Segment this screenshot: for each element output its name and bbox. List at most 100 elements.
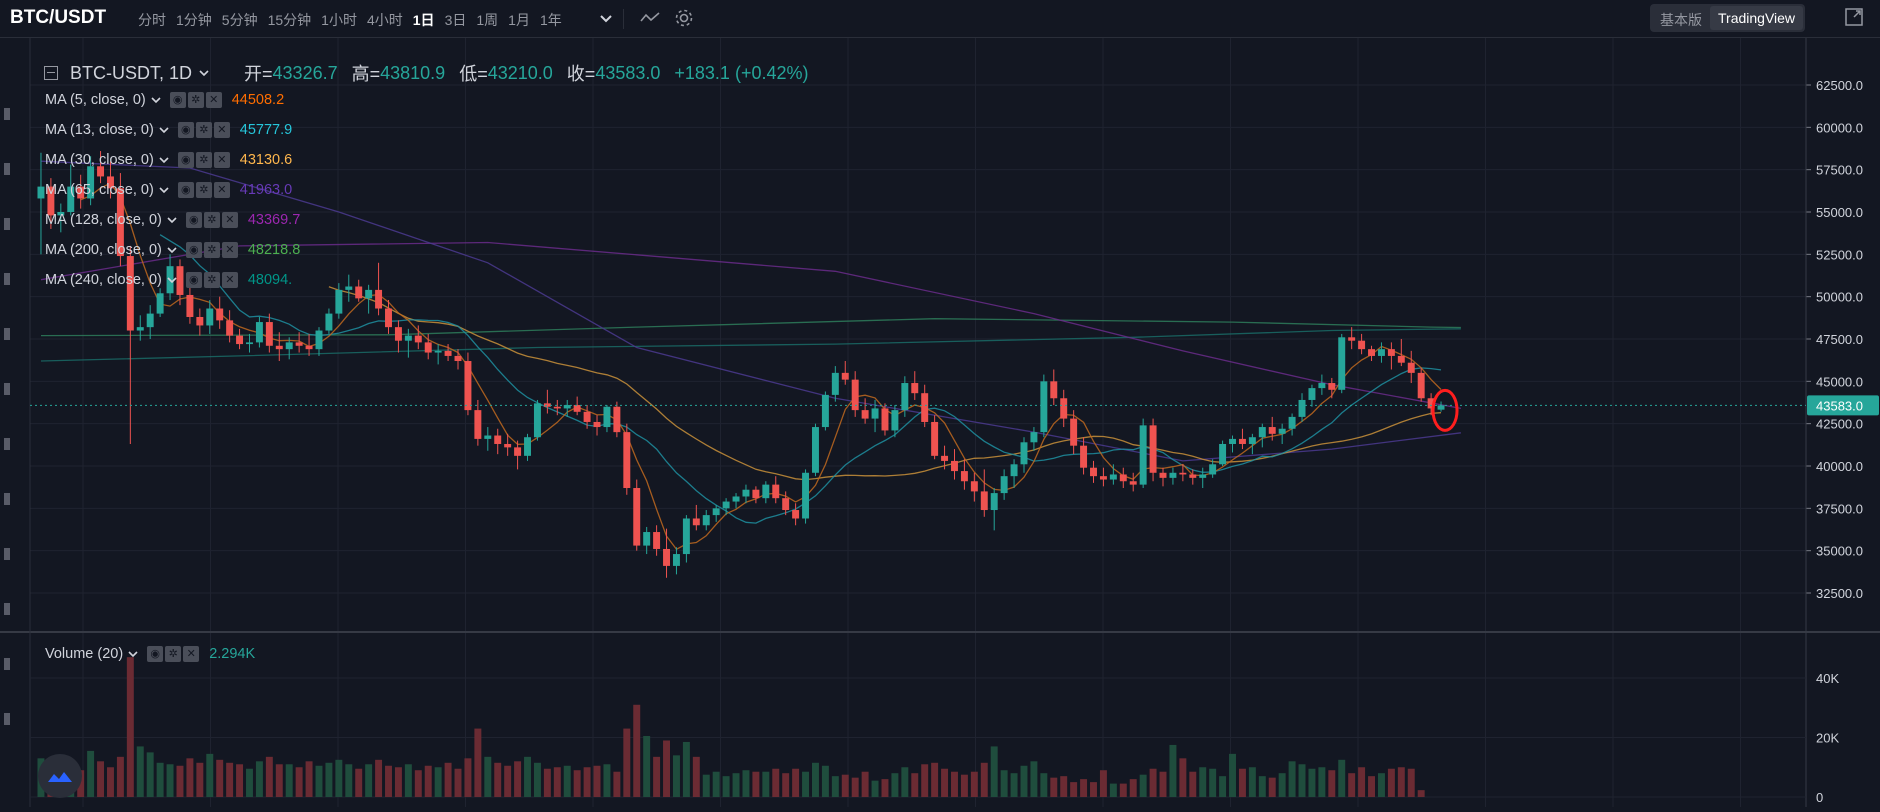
volume-bar[interactable] bbox=[1189, 771, 1197, 797]
volume-bar[interactable] bbox=[275, 764, 283, 797]
volume-bar[interactable] bbox=[1377, 773, 1385, 797]
candle[interactable] bbox=[1368, 349, 1376, 356]
candle[interactable] bbox=[494, 435, 502, 444]
volume-bar[interactable] bbox=[1308, 768, 1316, 797]
candle[interactable] bbox=[57, 212, 65, 216]
interval-option[interactable]: 1小时 bbox=[321, 12, 357, 28]
candle[interactable] bbox=[1119, 474, 1127, 482]
volume-bar[interactable] bbox=[1209, 768, 1217, 797]
candle[interactable] bbox=[1288, 416, 1296, 429]
interval-option[interactable]: 1分钟 bbox=[176, 12, 212, 28]
candle[interactable] bbox=[553, 406, 561, 409]
candle[interactable] bbox=[1010, 464, 1018, 477]
volume-bar[interactable] bbox=[385, 765, 392, 797]
volume-legend-name[interactable]: Volume (20) bbox=[45, 646, 124, 662]
volume-bar[interactable] bbox=[335, 759, 343, 797]
line-chart-icon[interactable] bbox=[640, 9, 660, 27]
volume-bar[interactable] bbox=[514, 761, 522, 797]
candle[interactable] bbox=[1080, 445, 1088, 468]
candle[interactable] bbox=[742, 489, 750, 497]
volume-bar[interactable] bbox=[1060, 776, 1068, 797]
interval-option[interactable]: 4小时 bbox=[366, 12, 403, 28]
candle[interactable] bbox=[712, 508, 720, 516]
candle[interactable] bbox=[1248, 437, 1256, 444]
volume-bar[interactable] bbox=[255, 761, 263, 797]
candle[interactable] bbox=[454, 355, 462, 362]
candle[interactable] bbox=[623, 432, 631, 489]
candle[interactable] bbox=[37, 186, 45, 199]
candle[interactable] bbox=[255, 322, 263, 343]
volume-bar[interactable] bbox=[1318, 767, 1326, 797]
candle[interactable] bbox=[1387, 349, 1395, 356]
ma-legend-name[interactable]: MA (5, close, 0) bbox=[45, 92, 146, 108]
interval-option[interactable]: 分时 bbox=[138, 12, 166, 28]
volume-bar[interactable] bbox=[1258, 776, 1266, 797]
cursor-icon[interactable] bbox=[4, 108, 10, 120]
volume-bar[interactable] bbox=[394, 767, 402, 797]
volume-bar[interactable] bbox=[375, 759, 383, 797]
candle[interactable] bbox=[265, 322, 273, 346]
candle[interactable] bbox=[77, 186, 85, 199]
volume-bar[interactable] bbox=[1050, 777, 1058, 797]
candle[interactable] bbox=[871, 408, 879, 419]
candle[interactable] bbox=[97, 166, 105, 177]
volume-bar[interactable] bbox=[990, 746, 998, 797]
chevron-down-icon[interactable] bbox=[166, 275, 178, 285]
candle[interactable] bbox=[1298, 399, 1306, 417]
eye-icon[interactable] bbox=[4, 658, 10, 670]
volume-bar[interactable] bbox=[752, 771, 760, 797]
volume-bar[interactable] bbox=[921, 764, 929, 797]
candle[interactable] bbox=[1437, 405, 1445, 410]
volume-bar[interactable] bbox=[216, 759, 224, 797]
candle[interactable] bbox=[921, 393, 929, 422]
candle[interactable] bbox=[573, 405, 581, 412]
volume-bar[interactable] bbox=[831, 776, 839, 797]
close-icon[interactable]: ✕ bbox=[221, 242, 238, 258]
eye-icon[interactable]: ◉ bbox=[177, 182, 194, 198]
candle[interactable] bbox=[285, 342, 293, 350]
candle[interactable] bbox=[782, 498, 790, 511]
candlestick-chart[interactable]: 62500.0 60000.0 57500.0 55000.0 52500.0 50000… bbox=[0, 38, 1880, 807]
candle[interactable] bbox=[841, 372, 849, 380]
interval-option[interactable]: 1周 bbox=[476, 12, 499, 28]
volume-bar[interactable] bbox=[454, 768, 462, 797]
volume-bar[interactable] bbox=[1358, 767, 1366, 797]
volume-bar[interactable] bbox=[1268, 777, 1276, 797]
interval-option[interactable]: 1日 bbox=[412, 12, 435, 28]
chevron-down-icon[interactable] bbox=[127, 649, 139, 659]
candle[interactable] bbox=[603, 406, 611, 428]
candle[interactable] bbox=[1189, 474, 1197, 478]
candle[interactable] bbox=[1179, 472, 1187, 475]
volume-bar[interactable] bbox=[672, 755, 680, 797]
volume-bar[interactable] bbox=[365, 764, 373, 797]
candle[interactable] bbox=[613, 406, 621, 433]
volume-bar[interactable] bbox=[1278, 773, 1286, 797]
volume-bar[interactable] bbox=[1338, 759, 1346, 797]
volume-bar[interactable] bbox=[593, 765, 601, 797]
candle[interactable] bbox=[851, 379, 859, 411]
close-icon[interactable]: ✕ bbox=[221, 272, 238, 288]
candle[interactable] bbox=[643, 532, 651, 546]
volume-bar[interactable] bbox=[802, 771, 810, 797]
gear-icon[interactable] bbox=[673, 7, 695, 29]
volume-bar[interactable] bbox=[414, 770, 422, 797]
zoom-icon[interactable] bbox=[4, 493, 10, 505]
candle[interactable] bbox=[1020, 442, 1028, 465]
volume-bar[interactable] bbox=[524, 756, 531, 797]
candle[interactable] bbox=[345, 286, 353, 290]
eye-icon[interactable]: ◉ bbox=[185, 242, 202, 258]
volume-bar[interactable] bbox=[315, 765, 323, 797]
interval-option[interactable]: 1月 bbox=[508, 12, 530, 28]
candle[interactable] bbox=[226, 320, 234, 336]
fib-icon[interactable] bbox=[4, 218, 10, 230]
candle[interactable] bbox=[385, 308, 392, 328]
volume-bar[interactable] bbox=[77, 770, 85, 797]
volume-bar[interactable] bbox=[1387, 768, 1395, 797]
volume-bar[interactable] bbox=[186, 758, 194, 797]
gear-icon[interactable]: ✲ bbox=[195, 182, 212, 198]
interval-option[interactable]: 15分钟 bbox=[267, 12, 312, 28]
volume-bar[interactable] bbox=[285, 764, 293, 797]
candle[interactable] bbox=[990, 493, 998, 511]
volume-bar[interactable] bbox=[1199, 767, 1207, 797]
candle[interactable] bbox=[1030, 432, 1038, 443]
